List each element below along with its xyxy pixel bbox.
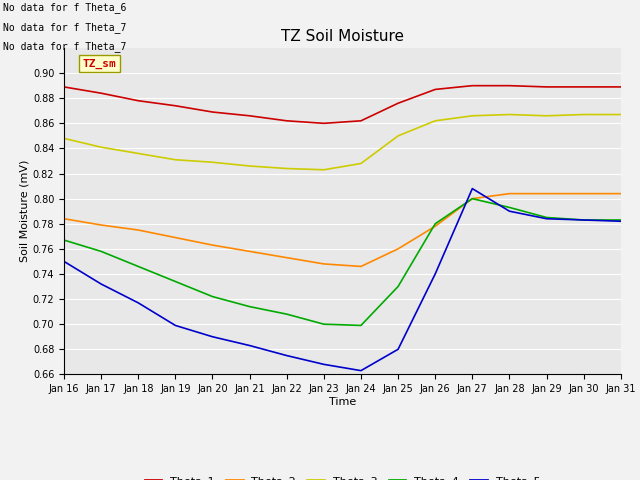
Theta_2 [506,191,513,196]
Theta_2 [617,191,625,196]
Theta_2 [468,196,476,202]
Theta_3 [431,118,439,124]
Theta_1 [506,83,513,88]
Theta_2 [246,249,253,254]
Theta_5 [394,347,402,352]
Theta_5 [172,323,179,328]
Theta_5 [134,300,142,306]
Theta_1 [357,118,365,124]
Theta_2 [394,246,402,252]
Theta_1 [394,100,402,106]
Text: No data for f Theta_7: No data for f Theta_7 [3,22,127,33]
Theta_2 [320,261,328,267]
Line: Theta_4: Theta_4 [64,199,621,325]
Theta_1 [283,118,291,124]
Text: No data for f Theta_7: No data for f Theta_7 [3,41,127,52]
Line: Theta_2: Theta_2 [64,193,621,266]
Theta_4 [320,321,328,327]
Theta_3 [580,112,588,118]
Theta_2 [431,223,439,229]
Theta_4 [580,217,588,223]
Theta_5 [209,334,216,340]
Theta_4 [431,221,439,227]
Theta_1 [209,109,216,115]
Text: TZ_sm: TZ_sm [83,59,116,69]
Theta_2 [60,216,68,222]
Theta_4 [246,304,253,310]
Theta_2 [172,235,179,240]
Theta_5 [97,281,105,287]
Theta_4 [468,196,476,202]
Theta_4 [97,249,105,254]
Theta_1 [468,83,476,88]
Theta_4 [283,311,291,317]
Line: Theta_5: Theta_5 [64,189,621,371]
Theta_3 [320,167,328,173]
Theta_5 [431,271,439,277]
Theta_4 [357,323,365,328]
Theta_5 [580,217,588,223]
Theta_4 [394,284,402,289]
Theta_3 [97,144,105,150]
Theta_4 [617,217,625,223]
Theta_1 [97,90,105,96]
Theta_1 [320,120,328,126]
Theta_1 [134,98,142,104]
Theta_2 [283,255,291,261]
Theta_5 [246,343,253,348]
Theta_5 [506,208,513,214]
Theta_3 [506,112,513,118]
Theta_2 [543,191,550,196]
Theta_3 [209,159,216,165]
Theta_4 [172,278,179,284]
Legend: Theta_1, Theta_2, Theta_3, Theta_4, Theta_5: Theta_1, Theta_2, Theta_3, Theta_4, Thet… [140,471,545,480]
Theta_2 [209,242,216,248]
Y-axis label: Soil Moisture (mV): Soil Moisture (mV) [20,160,30,263]
X-axis label: Time: Time [329,397,356,407]
Line: Theta_3: Theta_3 [64,115,621,170]
Theta_2 [97,222,105,228]
Theta_4 [60,237,68,243]
Theta_2 [357,264,365,269]
Theta_4 [506,204,513,210]
Theta_1 [543,84,550,90]
Theta_5 [283,353,291,359]
Theta_3 [468,113,476,119]
Theta_5 [617,218,625,224]
Theta_5 [543,216,550,222]
Theta_3 [543,113,550,119]
Theta_5 [468,186,476,192]
Theta_1 [172,103,179,108]
Title: TZ Soil Moisture: TZ Soil Moisture [281,29,404,44]
Theta_1 [60,84,68,90]
Line: Theta_1: Theta_1 [64,85,621,123]
Theta_4 [209,294,216,300]
Theta_3 [246,163,253,169]
Theta_3 [394,133,402,139]
Theta_3 [134,151,142,156]
Theta_2 [580,191,588,196]
Theta_5 [357,368,365,373]
Theta_4 [134,264,142,269]
Theta_3 [60,135,68,141]
Theta_4 [543,215,550,220]
Theta_3 [357,161,365,167]
Theta_1 [431,86,439,92]
Theta_1 [246,113,253,119]
Theta_1 [580,84,588,90]
Theta_5 [320,361,328,367]
Theta_3 [283,166,291,171]
Theta_1 [617,84,625,90]
Theta_3 [172,157,179,163]
Text: No data for f Theta_6: No data for f Theta_6 [3,2,127,13]
Theta_3 [617,112,625,118]
Theta_2 [134,227,142,233]
Theta_5 [60,259,68,264]
